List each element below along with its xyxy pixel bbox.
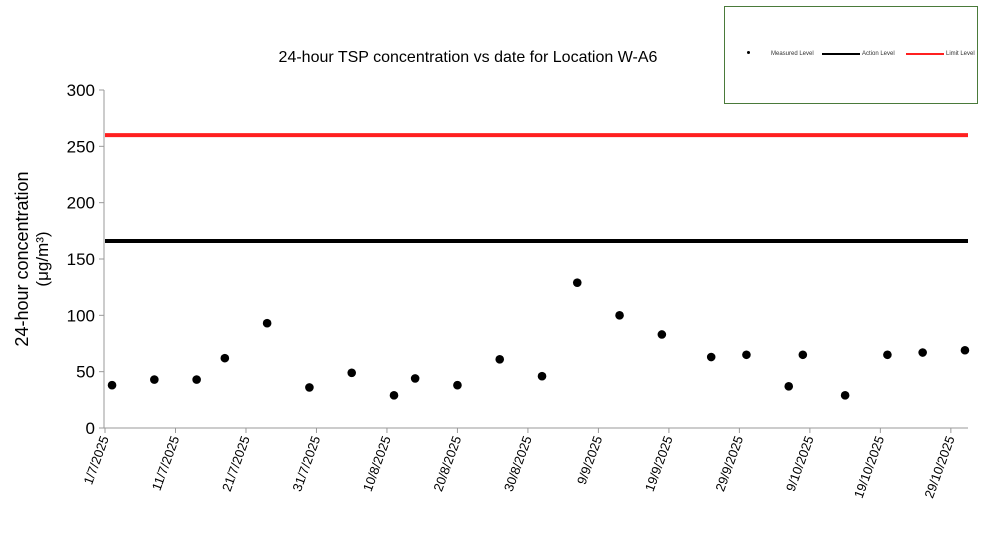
data-point xyxy=(305,383,314,392)
data-point xyxy=(706,352,716,362)
data-point xyxy=(784,382,794,391)
y-tick-label: 250 xyxy=(67,137,95,156)
legend-marker-measured xyxy=(747,51,750,54)
x-tick-label: 9/10/2025 xyxy=(783,434,817,493)
data-point xyxy=(840,391,850,400)
y-axis-unit: (μg/m³) xyxy=(33,231,52,286)
legend-line-limit xyxy=(906,53,944,55)
y-tick-label: 0 xyxy=(86,419,95,438)
data-point xyxy=(615,311,624,320)
x-tick-label: 21/7/2025 xyxy=(219,434,253,493)
x-tick-label: 30/8/2025 xyxy=(501,434,535,493)
data-point xyxy=(495,354,505,364)
legend-label-action: Action Level xyxy=(862,51,895,57)
x-tick-label: 19/10/2025 xyxy=(851,434,887,500)
data-point xyxy=(453,380,462,390)
x-tick-label: 1/7/2025 xyxy=(80,434,111,487)
data-point xyxy=(960,345,970,355)
data-point xyxy=(192,375,201,384)
x-tick-label: 20/8/2025 xyxy=(430,434,464,493)
data-point xyxy=(107,380,117,390)
data-point xyxy=(537,371,547,381)
data-point xyxy=(657,330,667,339)
y-tick-label: 300 xyxy=(67,81,95,100)
legend-line-action xyxy=(822,53,860,55)
data-point xyxy=(798,350,808,360)
y-tick-label: 100 xyxy=(67,306,95,325)
x-tick-label: 9/9/2025 xyxy=(574,434,605,487)
legend-label-limit: Limit Level xyxy=(946,51,975,57)
data-point xyxy=(410,374,420,383)
y-tick-label: 150 xyxy=(67,250,95,269)
data-point xyxy=(220,353,230,363)
x-tick-label: 10/8/2025 xyxy=(360,434,394,493)
data-point xyxy=(262,318,272,328)
y-tick-label: 50 xyxy=(76,363,95,382)
data-point xyxy=(918,348,927,357)
x-tick-label: 11/7/2025 xyxy=(149,434,183,493)
legend: Measured Level Action Level Limit Level xyxy=(724,6,978,104)
data-point xyxy=(150,375,159,384)
y-axis-label: 24-hour concentration xyxy=(12,171,32,346)
y-tick-label: 200 xyxy=(67,194,95,213)
chart-title: 24-hour TSP concentration vs date for Lo… xyxy=(279,49,658,66)
x-tick-label: 29/9/2025 xyxy=(712,434,746,493)
data-point xyxy=(572,278,582,287)
data-point xyxy=(347,368,357,378)
data-point xyxy=(883,350,892,360)
x-tick-label: 29/10/2025 xyxy=(921,434,957,500)
legend-label-measured: Measured Level xyxy=(771,51,814,57)
data-point xyxy=(389,391,399,400)
x-tick-label: 19/9/2025 xyxy=(642,434,676,493)
x-tick-label: 31/7/2025 xyxy=(289,434,323,493)
data-point xyxy=(742,350,751,360)
